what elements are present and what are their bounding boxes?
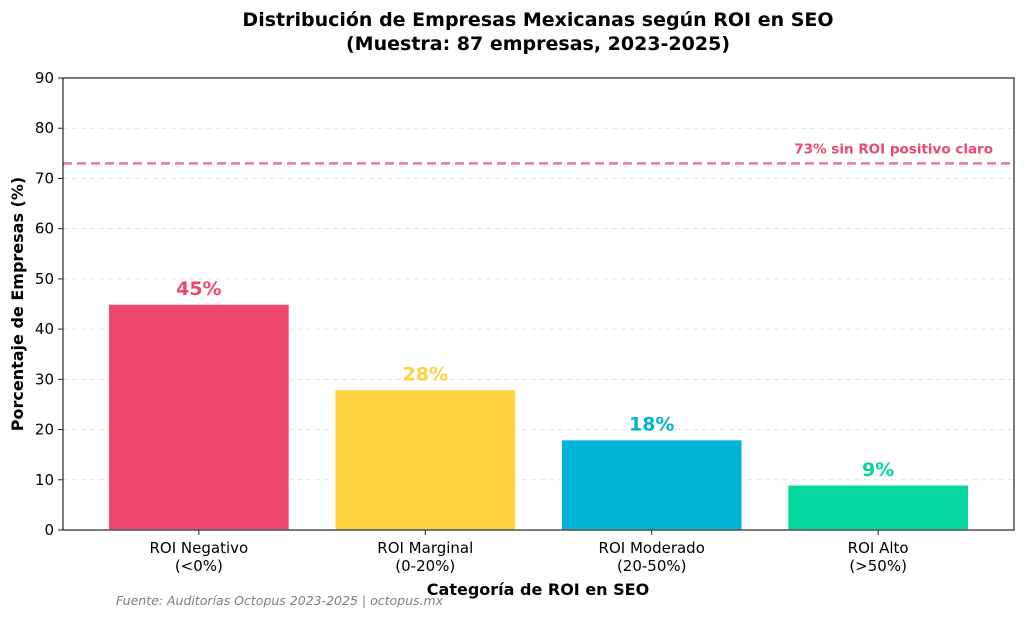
y-tick-label: 20 xyxy=(35,421,54,439)
reference-line-label: 73% sin ROI positivo claro xyxy=(794,141,993,157)
bar-data-label: 28% xyxy=(403,363,448,385)
bar-data-label: 9% xyxy=(862,459,894,481)
plot-frame xyxy=(62,77,1015,531)
y-tick-label: 40 xyxy=(35,320,54,338)
x-tick-label: ROI Moderado xyxy=(599,539,705,557)
chart-title: Distribución de Empresas Mexicanas según… xyxy=(242,9,833,31)
y-axis-label: Porcentaje de Empresas (%) xyxy=(8,177,27,431)
y-tick-label: 80 xyxy=(35,119,54,137)
x-tick-label-range: (<0%) xyxy=(175,557,223,575)
y-tick-label: 60 xyxy=(35,220,54,238)
y-tick-label: 70 xyxy=(35,169,54,187)
y-tick-label: 30 xyxy=(35,370,54,388)
bar xyxy=(786,484,970,531)
x-tick-label-range: (0-20%) xyxy=(395,557,455,575)
x-axis-label: Categoría de ROI en SEO xyxy=(427,580,649,599)
y-tick-label: 10 xyxy=(35,471,54,489)
footnote: Fuente: Auditorías Octopus 2023-2025 | o… xyxy=(116,593,444,608)
bar-data-label: 18% xyxy=(629,414,674,436)
y-tick-label: 90 xyxy=(35,69,54,87)
x-tick-label: ROI Negativo xyxy=(150,539,249,557)
bar-data-label: 45% xyxy=(176,278,221,300)
x-tick-label-range: (>50%) xyxy=(849,557,907,575)
bar xyxy=(107,303,291,531)
y-tick-label: 50 xyxy=(35,270,54,288)
bar xyxy=(333,388,517,531)
x-tick-label: ROI Marginal xyxy=(377,539,473,557)
y-tick-label: 0 xyxy=(44,521,54,539)
x-tick-label-range: (20-50%) xyxy=(617,557,687,575)
chart-subtitle: (Muestra: 87 empresas, 2023-2025) xyxy=(346,33,730,55)
bar xyxy=(560,438,744,531)
x-tick-label: ROI Alto xyxy=(848,539,909,557)
